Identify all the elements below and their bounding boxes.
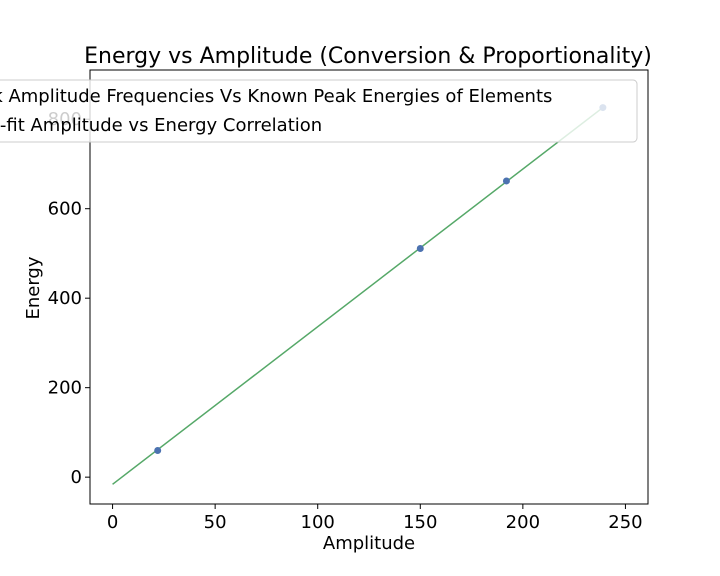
x-tick-label: 100 xyxy=(301,512,335,533)
legend-entry-scatter: Peak Amplitude Frequencies Vs Known Peak… xyxy=(0,86,552,107)
x-tick-label: 250 xyxy=(608,512,642,533)
x-tick-label: 0 xyxy=(107,512,118,533)
y-tick-label: 400 xyxy=(48,288,82,309)
y-tick-label: 600 xyxy=(48,199,82,220)
data-point-1 xyxy=(154,447,162,455)
data-point-2 xyxy=(416,245,424,253)
x-axis: 0 50 100 150 200 250 xyxy=(107,504,643,533)
x-tick-label: 150 xyxy=(403,512,437,533)
x-tick-label: 50 xyxy=(204,512,227,533)
chart-title: Energy vs Amplitude (Conversion & Propor… xyxy=(84,44,652,69)
legend: Peak Amplitude Frequencies Vs Known Peak… xyxy=(0,79,638,143)
y-axis: 0200400600800 xyxy=(48,109,90,488)
legend-entry-line: Best-fit Amplitude vs Energy Correlation xyxy=(0,115,322,136)
y-tick-label: 0 xyxy=(71,467,82,488)
y-tick-label: 200 xyxy=(48,378,82,399)
x-axis-title: Amplitude xyxy=(323,533,415,554)
best-fit-line xyxy=(112,106,604,485)
plot-area xyxy=(112,104,607,485)
x-tick-label: 200 xyxy=(506,512,540,533)
plot-frame xyxy=(89,69,649,505)
legend-box xyxy=(0,79,638,143)
data-point-3 xyxy=(502,177,510,185)
y-axis-title: Energy xyxy=(23,256,44,319)
